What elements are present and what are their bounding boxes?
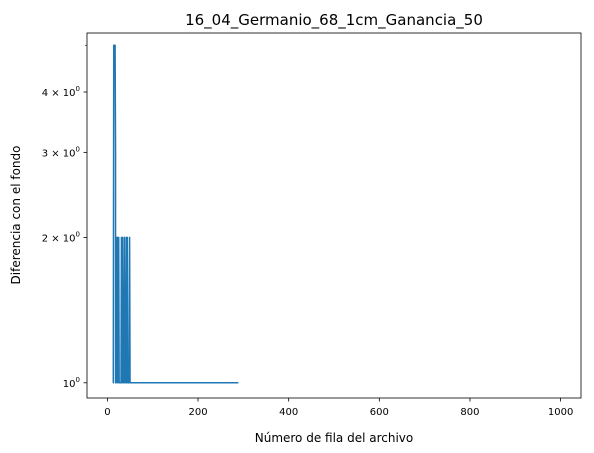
x-tick-label: 0 [104,407,110,418]
chart-title: 16_04_Germanio_68_1cm_Ganancia_50 [185,11,483,30]
x-tick-label: 800 [460,407,479,418]
axes-frame [86,32,582,399]
x-tick-label: 600 [370,407,389,418]
plot-area [112,44,239,384]
x-axis: 0 200 400 600 800 1000 [104,398,573,418]
x-axis-label: Número de fila del archivo [255,431,414,445]
x-tick-label: 1000 [548,407,573,418]
series-line-0 [112,44,239,384]
y-tick-label: 4 × 100 [42,85,80,99]
y-axis-label: Diferencia con el fondo [9,146,23,285]
x-tick-label: 400 [279,407,298,418]
x-tick-label: 200 [188,407,207,418]
y-axis: 100 2 × 100 3 × 100 4 × 100 [42,44,87,390]
y-tick-label: 2 × 100 [42,230,80,244]
y-tick-label: 100 [63,376,80,390]
y-tick-label: 3 × 100 [42,145,80,159]
